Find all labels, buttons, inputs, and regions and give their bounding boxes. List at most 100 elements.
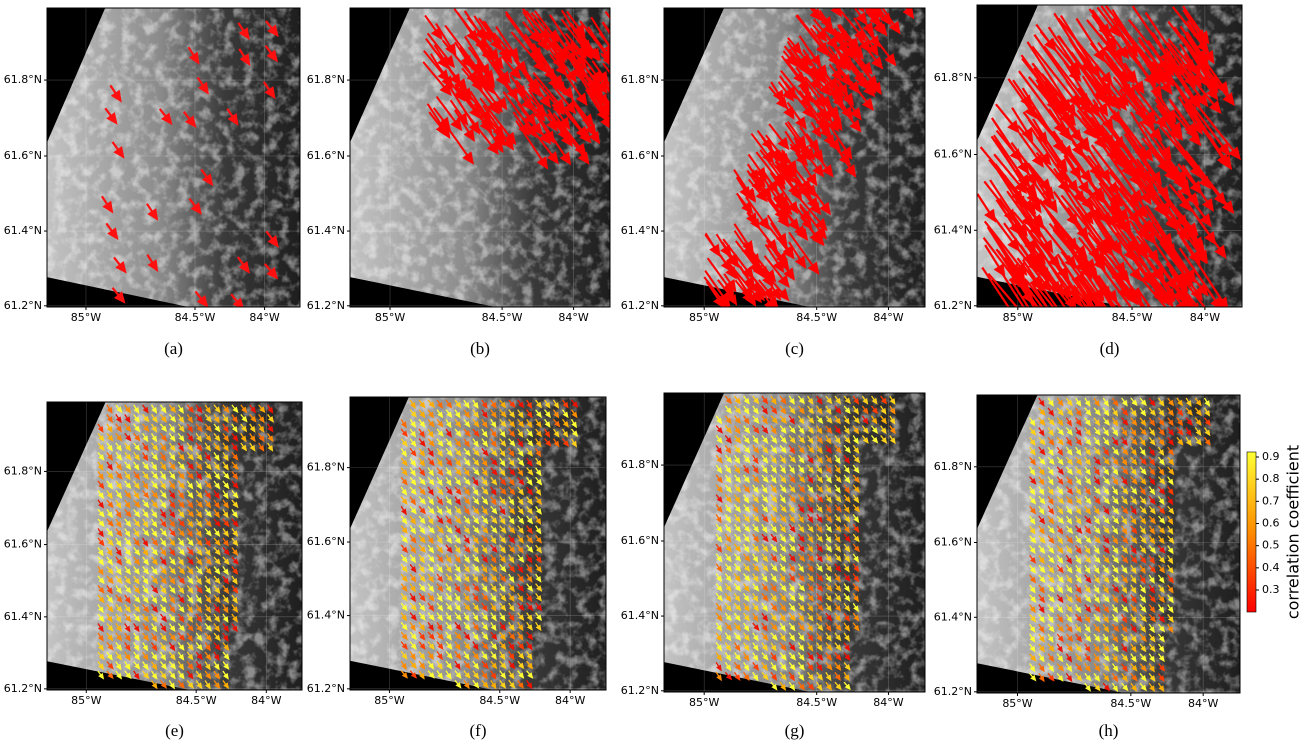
arrow: [779, 622, 786, 632]
arrow: [133, 566, 140, 576]
arrow: [843, 504, 850, 514]
arrow: [722, 238, 755, 280]
y-tick-label: 61.8°N: [621, 458, 659, 471]
arrow: [168, 404, 177, 414]
arrow: [186, 585, 194, 594]
arrow: [788, 573, 796, 583]
arrow: [222, 680, 230, 690]
arrow: [1056, 456, 1064, 466]
arrow: [454, 409, 461, 419]
arrow: [151, 518, 158, 528]
arrow: [816, 405, 823, 415]
arrow: [151, 661, 158, 671]
arrow: [186, 509, 195, 518]
arrow: [1047, 525, 1055, 534]
arrow: [1121, 515, 1128, 525]
arrow: [409, 496, 417, 506]
arrow: [823, 0, 844, 5]
arrow: [463, 505, 470, 516]
arrow: [418, 650, 426, 661]
arrow: [427, 418, 435, 428]
arrow: [195, 433, 203, 443]
arrow: [843, 602, 851, 612]
arrow: [843, 474, 851, 484]
arrow: [431, 46, 468, 92]
arrow: [832, 95, 862, 133]
arrow: [97, 651, 105, 661]
arrow: [797, 405, 805, 415]
arrow: [1102, 564, 1110, 574]
arrow: [124, 461, 132, 471]
arrow: [1029, 505, 1037, 515]
arrow: [159, 509, 167, 519]
arrow: [508, 534, 515, 544]
arrow: [1065, 466, 1073, 476]
arrow: [1151, 90, 1182, 137]
arrow: [981, 266, 1010, 307]
arrow: [761, 602, 769, 612]
arrow: [204, 623, 212, 632]
arrow: [1130, 476, 1138, 485]
arrow: [752, 513, 760, 523]
arrow: [1167, 397, 1175, 407]
arrow: [177, 423, 185, 433]
arrow: [186, 423, 194, 433]
arrow: [1038, 643, 1045, 653]
arrow: [743, 642, 750, 652]
arrow: [195, 547, 203, 557]
arrow: [1089, 211, 1114, 250]
arrow: [168, 490, 176, 500]
arrow: [490, 409, 497, 419]
arrow: [436, 467, 444, 477]
arrow: [463, 438, 470, 448]
colorbar: [1246, 451, 1257, 613]
arrow: [797, 622, 805, 632]
arrow: [770, 622, 778, 632]
arrow: [825, 671, 832, 682]
arrow: [724, 602, 732, 612]
arrow: [715, 464, 723, 474]
arrow: [267, 442, 274, 452]
arrow: [517, 486, 524, 496]
arrow: [222, 509, 229, 519]
arrow: [984, 244, 1006, 278]
arrow: [490, 428, 497, 438]
arrow: [1148, 436, 1156, 446]
arrow: [797, 523, 805, 533]
arrow: [267, 423, 274, 433]
arrow: [788, 681, 796, 691]
arrow: [715, 494, 723, 504]
arrow: [526, 476, 533, 486]
arrow: [472, 592, 479, 603]
arrow: [816, 474, 824, 484]
arrow: [1084, 564, 1091, 575]
arrow: [743, 602, 750, 612]
arrow: [1029, 672, 1037, 682]
arrow: [837, 30, 861, 60]
arrow: [204, 509, 212, 518]
arrow: [168, 632, 177, 642]
arrow: [1130, 594, 1137, 604]
arrow: [770, 415, 778, 424]
arrow: [1148, 476, 1156, 486]
arrow: [549, 14, 577, 55]
arrow: [445, 418, 452, 429]
arrow: [812, 24, 828, 43]
arrow: [436, 650, 443, 661]
arrow: [852, 504, 861, 513]
arrow: [1148, 584, 1155, 594]
arrow: [142, 575, 149, 585]
arrow: [400, 476, 408, 486]
panel-caption: (d): [1100, 339, 1120, 358]
arrow: [481, 679, 489, 689]
panel-frame: [46, 7, 301, 308]
arrow: [177, 490, 185, 500]
arrow: [535, 525, 542, 535]
arrow: [715, 632, 722, 642]
arrow: [231, 594, 238, 604]
arrow: [761, 543, 769, 553]
arrow: [418, 457, 426, 467]
arrow: [834, 533, 841, 544]
arrow: [436, 457, 443, 467]
arrow: [779, 553, 787, 563]
